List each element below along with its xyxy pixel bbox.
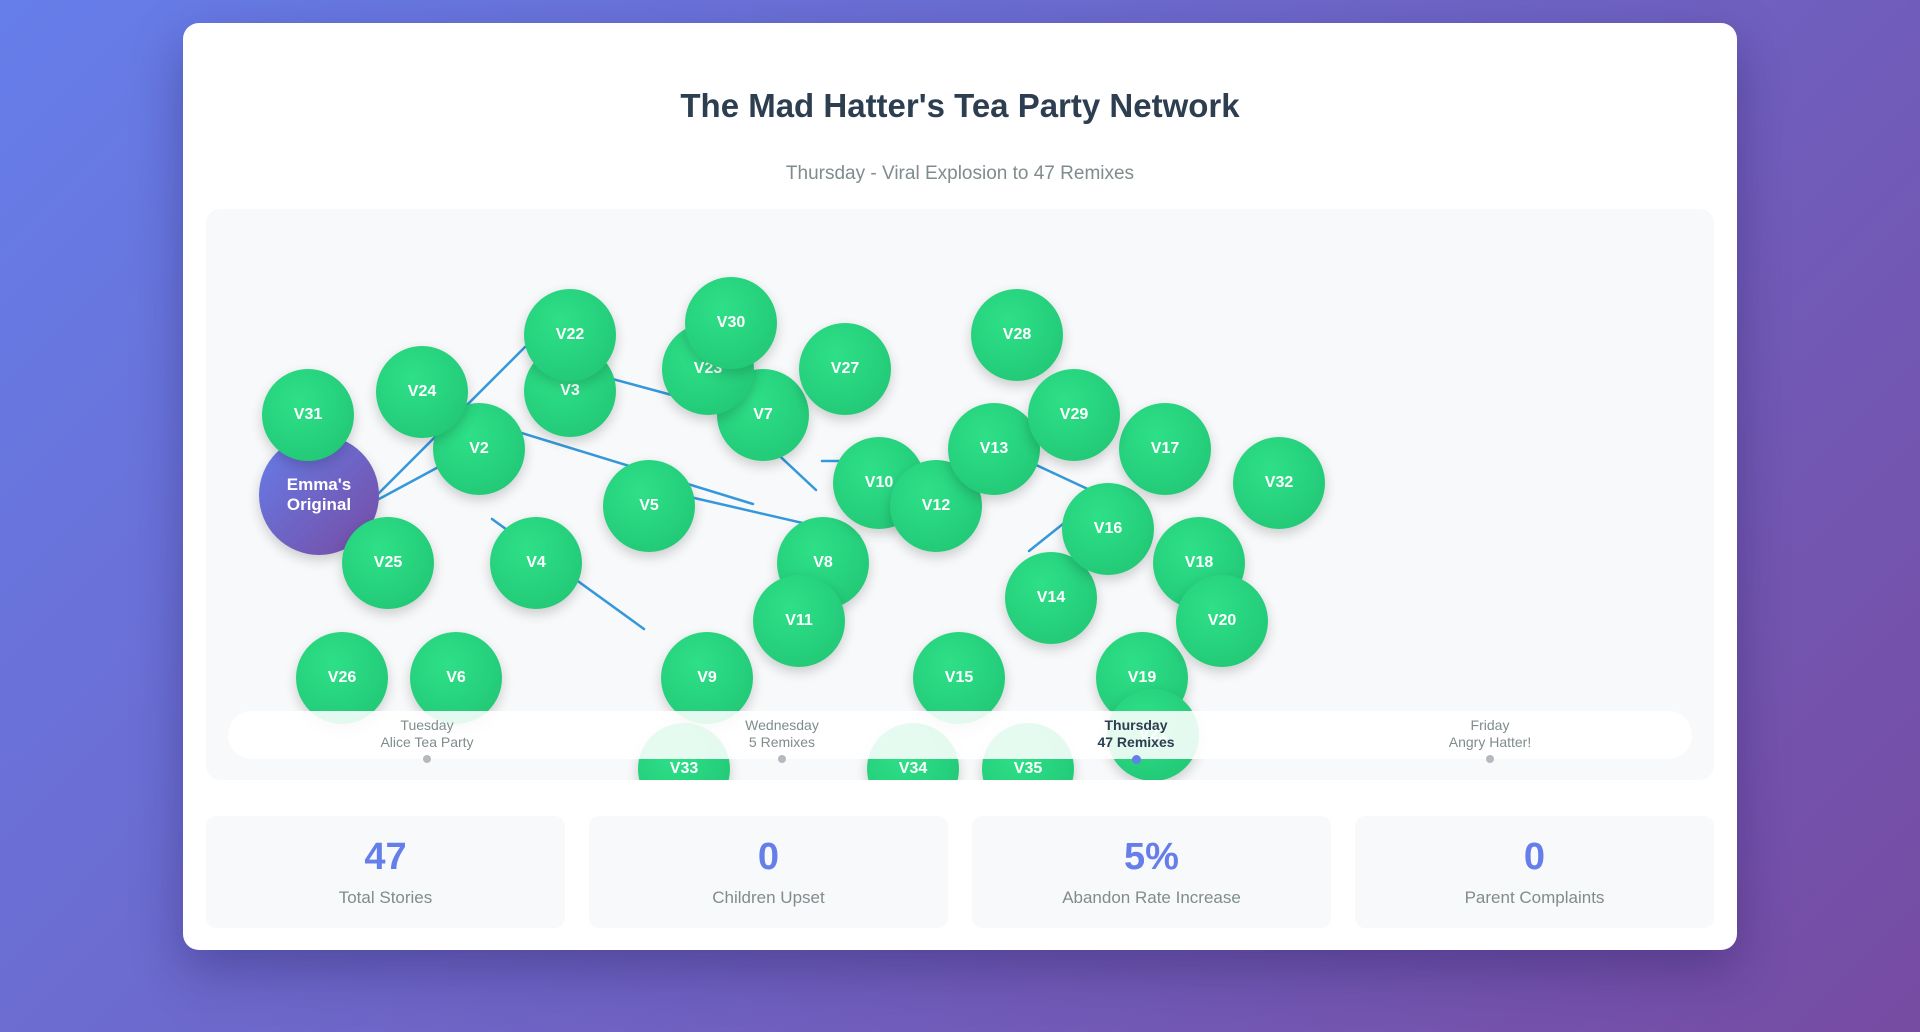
timeline-item-friday[interactable]: Friday Angry Hatter! [1400,717,1580,763]
timeline-bar: Tuesday Alice Tea Party Wednesday 5 Remixes… [228,711,1692,764]
stat-parent-complaints: 0 Parent Complaints [1355,816,1714,928]
remix-node-v32[interactable]: V32 [1233,437,1325,529]
stat-value: 47 [364,836,407,878]
remix-node-v30[interactable]: V30 [685,277,777,369]
page-title: The Mad Hatter's Tea Party Network [680,87,1240,124]
remix-node-v31[interactable]: V31 [262,369,354,461]
remix-node-v29[interactable]: V29 [1028,369,1120,461]
remix-node-v28[interactable]: V28 [971,289,1063,381]
stat-total-stories: 47 Total Stories [206,816,565,928]
timeline-dot [1131,755,1141,764]
stat-label: Abandon Rate Increase [1062,888,1241,907]
page-subtitle: Thursday - Viral Explosion to 47 Remixes [785,163,1135,184]
stat-value: 0 [1523,836,1546,878]
stat-label: Children Upset [712,888,825,907]
remix-node-v26[interactable]: V26 [296,632,388,724]
timeline-label: Angry Hatter! [1448,734,1532,750]
network-card: The Mad Hatter's Tea Party Network Thurs… [183,23,1737,950]
timeline-day: Friday [1470,717,1510,733]
stat-value: 0 [757,836,780,878]
timeline-day: Tuesday [400,717,454,733]
remix-node-v16[interactable]: V16 [1062,483,1154,575]
remix-node-v13[interactable]: V13 [948,403,1040,495]
timeline-dot [778,755,786,763]
stat-abandon-rate: 5% Abandon Rate Increase [972,816,1331,928]
remix-edge [364,462,446,508]
timeline-item-tuesday[interactable]: Tuesday Alice Tea Party [337,717,517,763]
timeline-label: 5 Remixes [748,734,816,750]
remix-node-v5[interactable]: V5 [603,460,695,552]
remix-node-v4[interactable]: V4 [490,517,582,609]
stat-value: 5% [1124,836,1179,878]
stat-label: Parent Complaints [1464,888,1605,907]
remix-node-v17[interactable]: V17 [1119,403,1211,495]
remix-node-v15[interactable]: V15 [913,632,1005,724]
remix-node-v11[interactable]: V11 [753,575,845,667]
remix-network-diagram: Emma's Original V2 V3 V4 V5 V6 V7 V8 V9 V10 V11 V1… [206,209,1714,780]
timeline-item-thursday[interactable]: Thursday 47 Remixes [1046,717,1226,764]
remix-node-v20[interactable]: V20 [1176,575,1268,667]
timeline-day: Thursday [1104,717,1168,733]
remix-node-v24[interactable]: V24 [376,346,468,438]
remix-node-v9[interactable]: V9 [661,632,753,724]
timeline-label: 47 Remixes [1097,734,1175,750]
timeline-day: Wednesday [745,717,819,733]
timeline-dot [1486,755,1494,763]
stat-label: Total Stories [338,888,433,907]
timeline-item-wednesday[interactable]: Wednesday 5 Remixes [692,717,872,763]
remix-node-v25[interactable]: V25 [342,517,434,609]
timeline-dot [423,755,431,763]
remix-node-v27[interactable]: V27 [799,323,891,415]
stat-children-upset: 0 Children Upset [589,816,948,928]
timeline-label: Alice Tea Party [380,734,474,750]
remix-node-v22[interactable]: V22 [524,289,616,381]
remix-node-v6[interactable]: V6 [410,632,502,724]
